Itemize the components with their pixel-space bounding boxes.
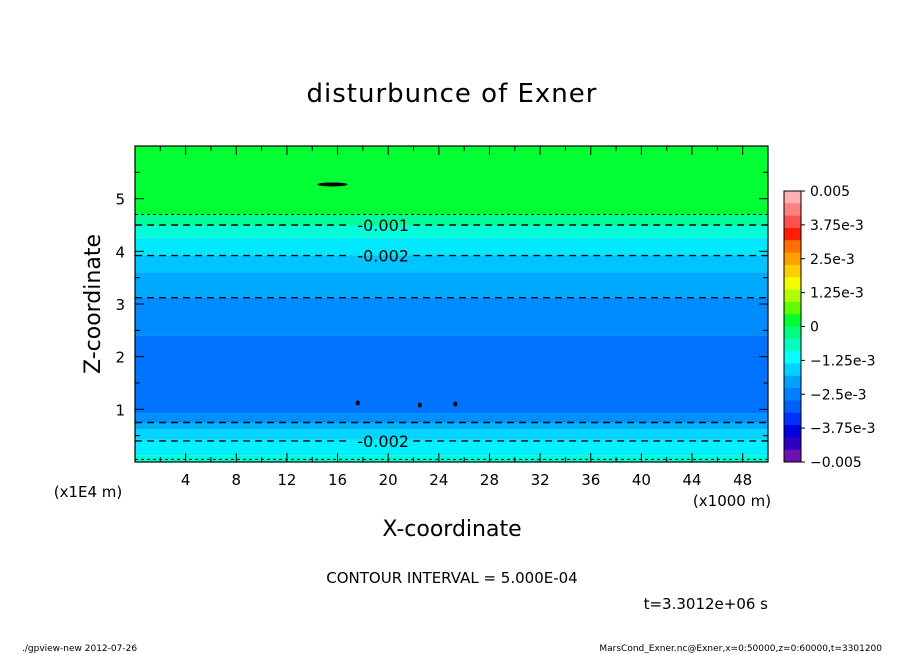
contour-band-0 <box>135 146 768 215</box>
colorbar-label-5: −1.25e-3 <box>810 353 875 369</box>
x-tick-label: 8 <box>232 471 242 489</box>
contour-band-6 <box>135 297 768 336</box>
colorbar-label-2: 2.5e-3 <box>810 252 855 268</box>
y-axis-label: Z-coordinate <box>81 234 106 374</box>
x-tick-label: 44 <box>682 471 701 489</box>
x-axis-label: X-coordinate <box>382 517 521 542</box>
colorbar-segment-3 <box>784 227 801 241</box>
y-tick-label: 5 <box>115 191 125 209</box>
colorbar: 0.005 3.75e-3 2.5e-3 1.25e-3 0 −1.25e-3 −2.5e-… <box>783 184 875 471</box>
contour-band-3 <box>135 238 768 256</box>
y-tick-label: 3 <box>115 296 125 314</box>
contour-feature-2 <box>453 401 458 407</box>
colorbar-segment-19 <box>784 425 801 438</box>
x-axis-unit: (x1000 m) <box>693 492 771 510</box>
time-stamp: t=3.3012e+06 s <box>644 595 769 613</box>
contour-band-11 <box>135 439 768 456</box>
contour-interval-note: CONTOUR INTERVAL = 5.000E-04 <box>326 569 577 587</box>
x-tick-label: 36 <box>581 471 600 489</box>
colorbar-segment-13 <box>784 351 801 364</box>
colorbar-segment-0 <box>784 191 801 204</box>
chart-title: disturbunce of Exner <box>307 79 598 109</box>
colorbar-label-8: −0.005 <box>810 455 862 471</box>
contour-label-2: -0.002 <box>357 247 409 266</box>
contour-band-2 <box>135 225 768 239</box>
contour-band-5 <box>135 272 768 298</box>
contour-feature-1 <box>417 402 422 408</box>
colorbar-segment-1 <box>784 203 801 217</box>
footer-left: ./gpview-new 2012-07-26 <box>22 644 137 654</box>
colorbar-label-3: 1.25e-3 <box>810 286 864 302</box>
contour-feature-upper <box>317 182 348 187</box>
contour-feature-0 <box>355 400 360 406</box>
colorbar-label-1: 3.75e-3 <box>810 218 864 234</box>
colorbar-segment-17 <box>784 400 801 414</box>
colorbar-segment-12 <box>784 338 801 352</box>
colorbar-segment-21 <box>784 449 801 463</box>
x-tick-label: 48 <box>733 471 752 489</box>
colorbar-segment-7 <box>784 277 801 291</box>
x-tick-label: 28 <box>480 471 499 489</box>
contour-band-1 <box>135 214 768 225</box>
colorbar-label-6: −2.5e-3 <box>810 387 867 403</box>
colorbar-label-4: 0 <box>810 320 819 336</box>
colorbar-segment-8 <box>784 289 801 303</box>
x-tick-label: 32 <box>531 471 550 489</box>
y-tick-label: 4 <box>115 243 125 261</box>
colorbar-segment-9 <box>784 301 801 315</box>
contour-label-5: -0.002 <box>357 432 409 451</box>
contour-lines: -0.001 -0.002 -0.002 <box>135 182 768 460</box>
contour-band-8 <box>135 413 768 423</box>
colorbar-segment-16 <box>784 388 801 401</box>
x-tick-label: 16 <box>328 471 347 489</box>
contour-label-1: -0.001 <box>357 216 409 235</box>
contour-band-7 <box>135 335 768 414</box>
colorbar-segment-20 <box>784 437 801 451</box>
x-tick-label: 12 <box>277 471 296 489</box>
colorbar-label-7: −3.75e-3 <box>810 421 875 437</box>
contour-band-12 <box>135 455 768 462</box>
y-tick-label: 1 <box>115 401 125 419</box>
footer-right: MarsCond_Exner.nc@Exner,x=0:50000,z=0:60… <box>599 644 882 654</box>
contour-band-9 <box>135 422 768 430</box>
y-tick-label: 2 <box>115 349 125 367</box>
colorbar-segment-10 <box>784 314 801 327</box>
colorbar-segment-5 <box>784 252 801 266</box>
x-tick-label: 4 <box>181 471 191 489</box>
x-tick-label: 40 <box>632 471 651 489</box>
x-tick-label: 20 <box>379 471 398 489</box>
colorbar-segment-4 <box>784 240 801 254</box>
colorbar-segment-6 <box>784 264 801 278</box>
contour-band-10 <box>135 429 768 440</box>
colorbar-segment-11 <box>784 326 801 340</box>
y-axis-unit: (x1E4 m) <box>54 483 123 501</box>
colorbar-segment-2 <box>784 215 801 229</box>
contour-bands <box>135 146 768 462</box>
colorbar-segment-15 <box>784 375 801 389</box>
colorbar-label-0: 0.005 <box>810 184 850 200</box>
colorbar-segment-18 <box>784 412 801 426</box>
colorbar-segment-14 <box>784 363 801 377</box>
x-tick-label: 24 <box>429 471 448 489</box>
contour-band-4 <box>135 255 768 273</box>
